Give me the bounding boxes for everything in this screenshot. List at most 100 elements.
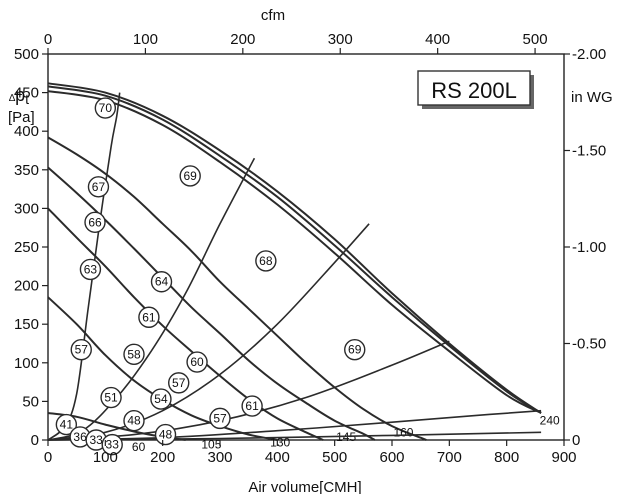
efficiency-marker: 57 [70,338,92,361]
efficiency-marker-label: 66 [88,215,102,229]
x-tick-label: 600 [379,449,404,466]
efficiency-marker-circle [101,433,123,456]
efficiency-marker: 57 [209,407,231,430]
efficiency-marker-label: 61 [142,310,156,324]
efficiency-marker: 51 [100,386,122,409]
fan-curve-4 [47,136,427,441]
efficiency-marker: 67 [87,176,110,198]
efficiency-marker: 54 [150,388,172,410]
x2-tick-label: 400 [425,31,450,48]
efficiency-marker-circle [79,258,102,281]
system-curve-label: 240 [540,414,560,428]
efficiency-marker-label: 57 [213,411,227,425]
axis-ticks: 0 100 200 300 400 500 600 700 800 900050100150200… [14,31,606,466]
fan-curve-1 [47,82,542,414]
y-tick-label: 100 [14,355,39,372]
efficiency-marker-label: 54 [154,392,168,406]
efficiency-marker: 33 [85,429,107,451]
efficiency-marker: 61 [241,395,263,417]
efficiency-marker-circle [87,176,110,198]
efficiency-marker-circle [123,343,145,366]
efficiency-marker-circle [123,410,145,432]
y-axis-title: [Pa] [8,109,35,126]
efficiency-marker-label: 33 [89,433,103,447]
x-tick-label: 100 [93,449,118,466]
efficiency-marker-circle [186,351,208,373]
delta-symbol: ∆ [9,93,16,104]
efficiency-marker: 69 [179,165,201,187]
efficiency-marker-label: 69 [348,343,362,357]
efficiency-marker: 66 [84,211,106,233]
efficiency-marker-circle [168,372,190,394]
y-tick-label: 300 [14,200,39,217]
y-tick-label: 200 [14,278,39,295]
efficiency-marker-label: 48 [127,414,141,428]
efficiency-marker-label: 36 [73,430,87,444]
efficiency-marker-circle [344,338,366,361]
x2-tick-label: 200 [230,31,255,48]
y2-tick-label: -1.00 [572,239,606,256]
efficiency-marker-label: 33 [106,438,120,452]
plot-border [47,53,565,441]
y-axis-symbol: ∆pt [9,85,29,107]
y-tick-label: 150 [14,316,39,333]
y-axis-symbol-main: p [15,85,25,105]
efficiency-marker-label: 61 [245,399,259,413]
y-tick-label: 400 [14,123,39,140]
plot-frame [47,53,565,441]
efficiency-marker: 58 [123,343,145,366]
efficiency-marker-circle [100,386,122,409]
x-tick-label: 500 [322,449,347,466]
efficiency-marker: 33 [101,433,123,456]
efficiency-marker-circle [55,413,78,436]
efficiency-marker: 64 [150,271,173,293]
efficiency-marker: 60 [186,351,208,373]
y-tick-label: 250 [14,239,39,256]
efficiency-marker-label: 41 [60,418,74,432]
efficiency-marker: 63 [79,258,102,281]
fan-curves [47,82,542,441]
efficiency-marker-label: 57 [75,343,89,357]
efficiency-marker-circle [154,423,177,446]
y-tick-label: 450 [14,85,39,102]
efficiency-marker: 48 [123,410,145,432]
top-axis-title: cfm [261,7,285,24]
efficiency-marker-label: 48 [159,428,173,442]
fan-curve-2 [47,85,542,414]
efficiency-marker-label: 70 [99,101,113,115]
y2-tick-label: 0 [572,432,580,449]
x-tick-label: 700 [437,449,462,466]
efficiency-marker-label: 51 [104,391,118,405]
right-axis-title: in WG [571,89,613,106]
efficiency-marker-circle [70,338,92,361]
x-tick-label: 200 [150,449,175,466]
model-label-box [417,70,531,106]
fan-curve-3 [47,90,542,414]
x-tick-label: 400 [265,449,290,466]
efficiency-marker-label: 64 [155,275,169,289]
y-tick-label: 0 [31,432,39,449]
fan-curve-6 [47,207,324,441]
efficiency-marker-label: 67 [92,180,106,194]
efficiency-marker-label: 69 [184,169,198,183]
efficiency-marker: 48 [154,423,177,446]
efficiency-marker-circle [94,97,117,119]
x2-tick-label: 100 [133,31,158,48]
x2-tick-label: 500 [523,31,548,48]
x2-tick-label: 0 [44,31,52,48]
chart-title: RS 200L [431,78,517,103]
efficiency-marker: 61 [138,306,160,328]
system-curve-145 [47,223,370,441]
efficiency-marker: 41 [55,413,78,436]
efficiency-marker: 69 [344,338,366,361]
system-curve-label: 130 [270,435,290,449]
efficiency-marker-label: 60 [190,355,204,369]
efficiency-marker-circle [209,407,231,430]
x-axis-title: Air volume[CMH] [248,479,361,494]
efficiency-marker-label: 68 [259,254,273,268]
efficiency-marker-circle [179,165,201,187]
x2-tick-label: 300 [328,31,353,48]
